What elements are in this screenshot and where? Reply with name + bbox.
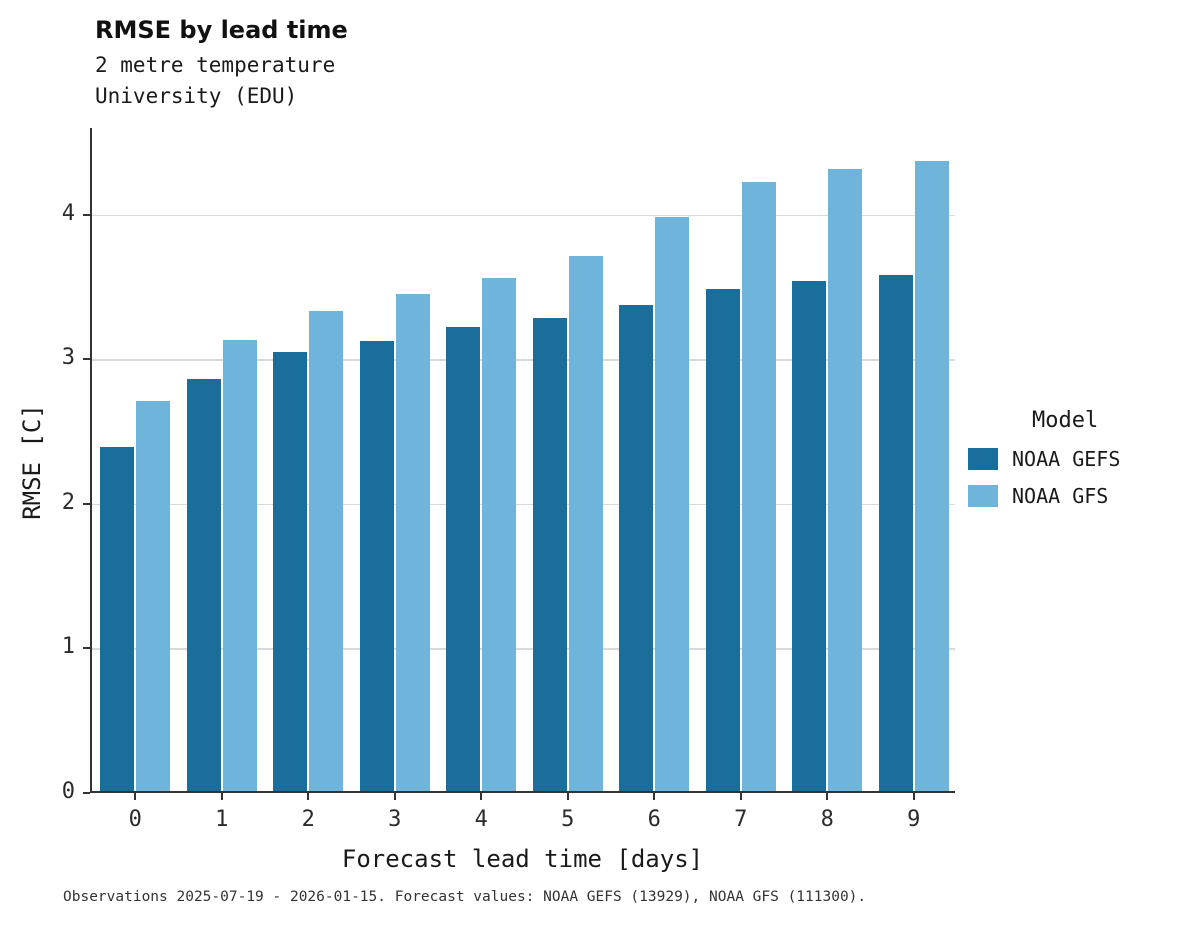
bar-noaa-gfs-day4 xyxy=(482,277,517,791)
legend-label-gfs: NOAA GFS xyxy=(1012,484,1109,508)
bar-noaa-gfs-day1 xyxy=(222,339,257,791)
chart-title: RMSE by lead time xyxy=(95,16,348,44)
x-tick-label: 6 xyxy=(647,807,661,832)
y-tick-mark xyxy=(83,358,90,361)
legend-entry: NOAA GFS xyxy=(968,484,1193,508)
chart-subtitle: 2 metre temperature University (EDU) xyxy=(95,53,336,108)
x-tick-label: 4 xyxy=(474,807,488,832)
y-tick-mark xyxy=(83,502,90,505)
bar-noaa-gefs-day5 xyxy=(532,318,567,791)
x-tick-mark xyxy=(912,793,915,800)
y-tick-mark xyxy=(83,647,90,650)
x-tick-label: 8 xyxy=(820,807,834,832)
legend-title: Model xyxy=(1032,408,1099,433)
x-tick-label: 9 xyxy=(907,807,921,832)
bar-noaa-gefs-day1 xyxy=(186,379,221,791)
bar-noaa-gefs-day0 xyxy=(100,446,135,791)
bar-noaa-gefs-day7 xyxy=(705,289,740,791)
x-tick-label: 1 xyxy=(215,807,229,832)
bar-noaa-gfs-day0 xyxy=(136,400,171,791)
x-tick-label: 5 xyxy=(561,807,575,832)
gridline xyxy=(92,359,955,361)
y-tick-label: 0 xyxy=(61,779,75,804)
y-tick-mark xyxy=(83,792,90,794)
x-tick-mark xyxy=(220,793,223,800)
bar-noaa-gefs-day8 xyxy=(792,280,827,791)
x-tick-mark xyxy=(653,793,656,800)
y-tick-label: 4 xyxy=(61,200,75,226)
y-tick-mark xyxy=(83,213,90,216)
bar-noaa-gfs-day5 xyxy=(568,256,603,791)
x-tick-label: 2 xyxy=(301,807,315,832)
bar-noaa-gfs-day6 xyxy=(655,217,690,791)
plot-area: 0 1 2 3 4 0 1 2 3 4 5 6 7 8 9 xyxy=(62,128,955,832)
legend-label-gefs: NOAA GEFS xyxy=(1012,447,1121,471)
gridline xyxy=(92,648,955,650)
x-tick-mark xyxy=(307,793,310,800)
caption: Observations 2025-07-19 - 2026-01-15. Fo… xyxy=(63,889,867,905)
bar-noaa-gfs-day8 xyxy=(828,169,863,791)
legend: Model NOAA GEFS NOAA GFS xyxy=(968,408,1193,521)
bar-noaa-gefs-day3 xyxy=(359,341,394,791)
y-tick-label: 1 xyxy=(61,634,75,660)
x-tick-label: 3 xyxy=(388,807,402,832)
legend-swatch-gefs xyxy=(968,448,998,470)
gridline xyxy=(92,503,955,506)
bar-noaa-gefs-day6 xyxy=(619,305,654,791)
x-tick-mark xyxy=(566,793,569,800)
y-axis-title: RMSE [C] xyxy=(18,404,46,520)
x-tick-mark xyxy=(134,793,137,800)
gridline xyxy=(92,214,955,217)
x-tick-mark xyxy=(480,793,483,800)
y-tick-label: 2 xyxy=(61,489,75,515)
bar-noaa-gfs-day9 xyxy=(914,160,949,791)
legend-swatch-gfs xyxy=(968,485,998,507)
bar-noaa-gefs-day2 xyxy=(273,351,308,791)
x-tick-label: 7 xyxy=(734,807,748,832)
y-tick-label: 3 xyxy=(61,345,75,371)
x-axis-title: Forecast lead time [days] xyxy=(341,845,704,873)
x-tick-mark xyxy=(739,793,742,800)
bar-noaa-gefs-day9 xyxy=(878,274,913,791)
bar-noaa-gfs-day3 xyxy=(395,293,430,791)
x-tick-mark xyxy=(393,793,396,800)
bar-noaa-gefs-day4 xyxy=(446,326,481,791)
bar-noaa-gfs-day2 xyxy=(309,311,344,791)
legend-entry: NOAA GEFS xyxy=(968,447,1193,471)
x-tick-label: 0 xyxy=(128,807,142,832)
bar-noaa-gfs-day7 xyxy=(741,182,776,791)
x-tick-mark xyxy=(826,793,829,800)
